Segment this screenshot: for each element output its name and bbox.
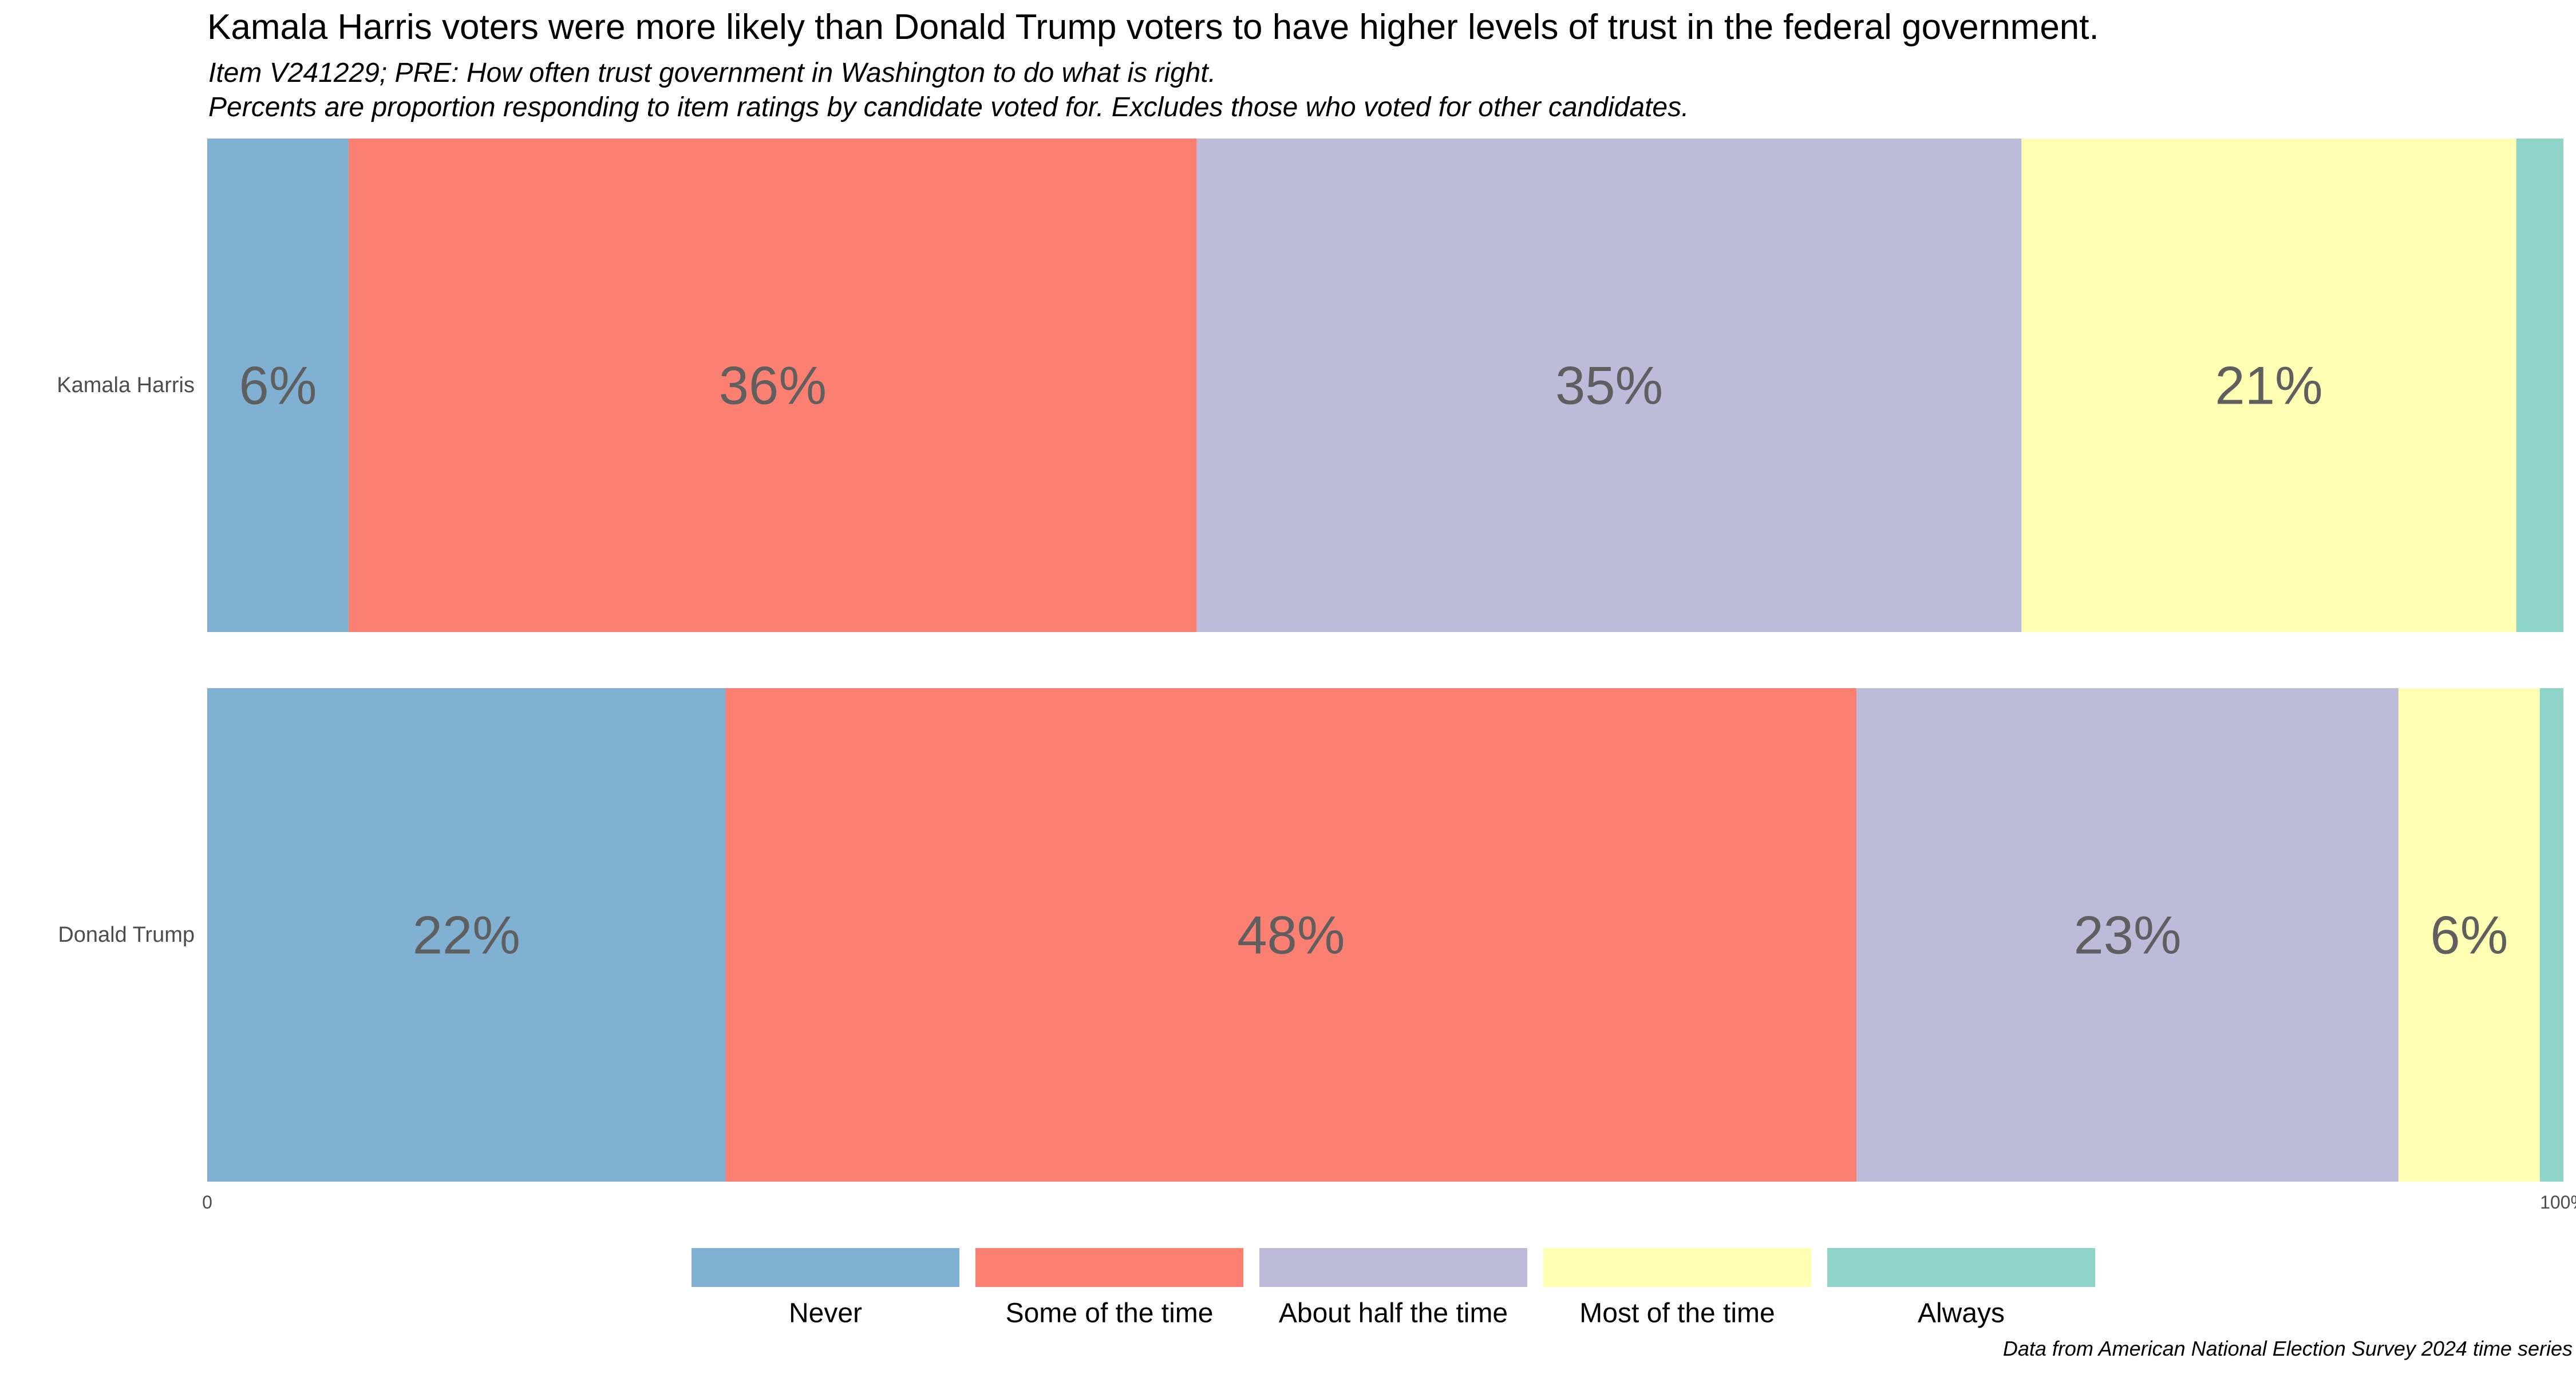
legend-label-some-of-the-time: Some of the time (1006, 1298, 1214, 1329)
legend-label-most-of-the-time: Most of the time (1579, 1298, 1775, 1329)
chart-subtitle-line-1: Item V241229; PRE: How often trust gover… (208, 58, 1216, 88)
data-label-donald-trump-some-of-the-time: 48% (1237, 905, 1345, 965)
data-label-kamala-harris-never: 6% (239, 356, 317, 416)
bar-segment-kamala-harris-some-of-the-time (348, 139, 1197, 632)
y-axis-label-kamala-harris: Kamala Harris (57, 373, 195, 397)
legend-key-most-of-the-time (1543, 1248, 1811, 1287)
legend-label-always: Always (1918, 1298, 2005, 1329)
data-label-donald-trump-never: 22% (413, 905, 520, 965)
bar-segment-donald-trump-always (2539, 688, 2563, 1182)
legend-key-some-of-the-time (975, 1248, 1243, 1287)
data-label-donald-trump-most-of-the-time: 6% (2430, 905, 2508, 965)
bar-segment-kamala-harris-never (207, 139, 349, 632)
bar-segment-donald-trump-some-of-the-time (725, 688, 1857, 1182)
bar-segment-donald-trump-about-half-the-time (1856, 688, 2399, 1182)
bar-segment-donald-trump-never (207, 688, 726, 1182)
legend-key-always (1827, 1248, 2095, 1287)
x-tick-label-100: 100% (2540, 1192, 2576, 1213)
data-label-kamala-harris-most-of-the-time: 21% (2215, 356, 2322, 416)
data-label-donald-trump-about-half-the-time: 23% (2073, 905, 2181, 965)
bar-segment-kamala-harris-most-of-the-time (2021, 139, 2516, 632)
data-label-kamala-harris-about-half-the-time: 35% (1555, 356, 1663, 416)
bar-segment-kamala-harris-about-half-the-time (1196, 139, 2022, 632)
legend-label-about-half-the-time: About half the time (1279, 1298, 1508, 1329)
x-tick-label-0: 0 (202, 1192, 212, 1213)
chart-subtitle-line-2: Percents are proportion responding to it… (208, 92, 1689, 123)
legend-label-never: Never (789, 1298, 862, 1329)
data-label-kamala-harris-some-of-the-time: 36% (719, 356, 827, 416)
legend-key-about-half-the-time (1259, 1248, 1527, 1287)
bar-segment-donald-trump-most-of-the-time (2398, 688, 2540, 1182)
bar-segment-kamala-harris-always (2516, 139, 2563, 632)
chart-title: Kamala Harris voters were more likely th… (207, 7, 2099, 47)
legend-key-never (692, 1248, 959, 1287)
chart-caption: Data from American National Election Sur… (2002, 1337, 2573, 1360)
y-axis-label-donald-trump: Donald Trump (58, 923, 195, 947)
